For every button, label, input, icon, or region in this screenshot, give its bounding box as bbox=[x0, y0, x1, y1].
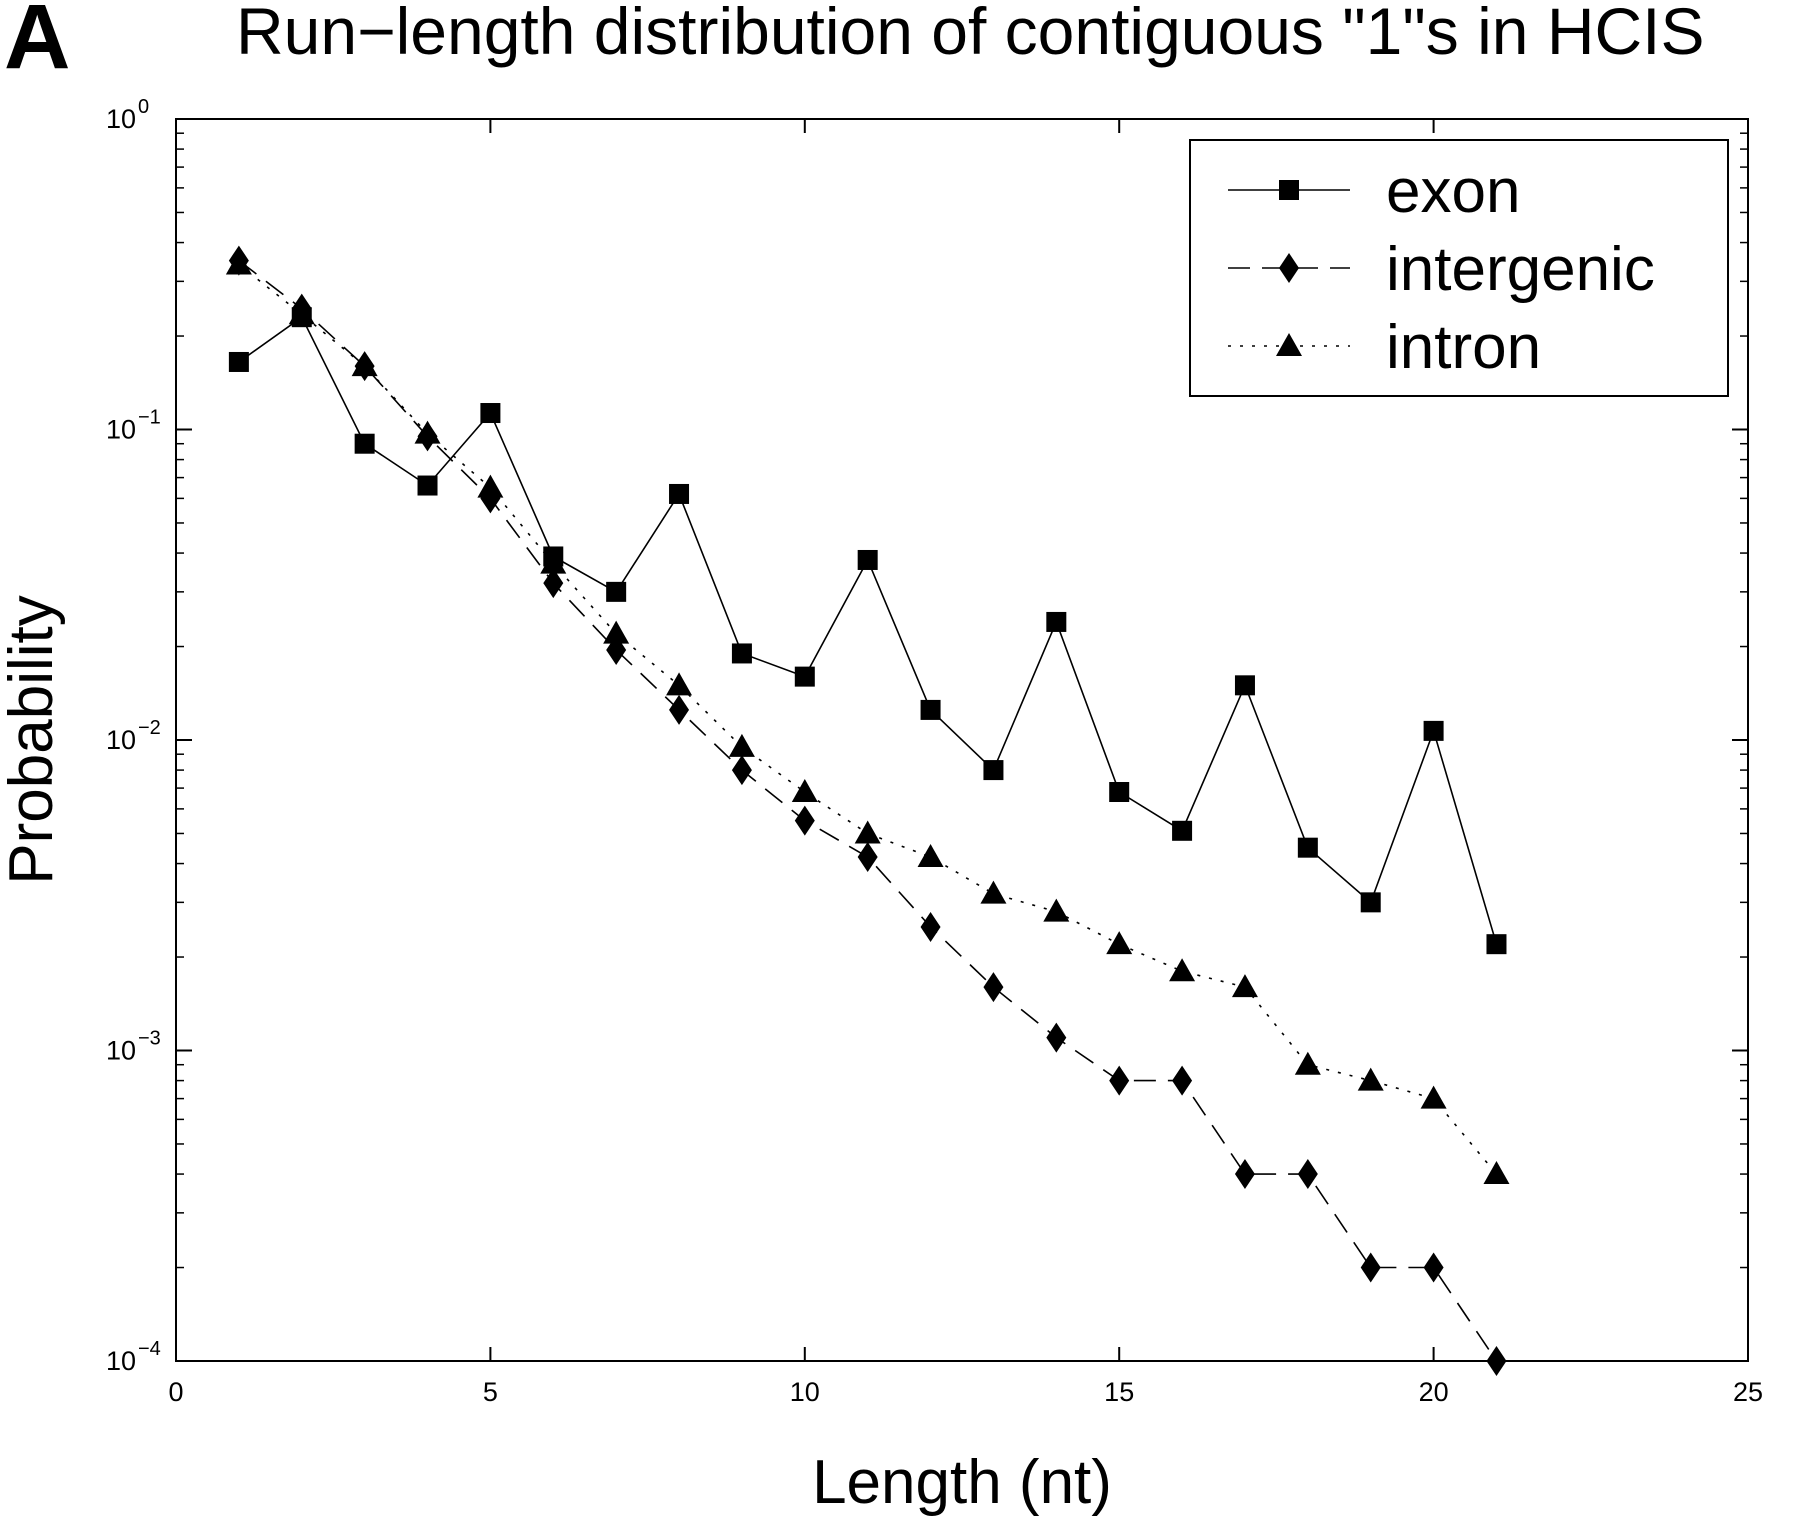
data-point-intron bbox=[1043, 898, 1070, 922]
series-line-intron bbox=[238, 263, 1498, 1175]
data-point-intergenic bbox=[1046, 1022, 1067, 1053]
data-point-exon bbox=[794, 666, 815, 687]
y-tick-exponent: −4 bbox=[138, 1338, 161, 1360]
data-point-exon bbox=[983, 760, 1004, 781]
data-point-intron bbox=[540, 550, 567, 574]
data-point-intron bbox=[980, 880, 1007, 904]
data-point-exon bbox=[228, 351, 249, 372]
data-point-exon bbox=[480, 403, 501, 424]
x-tick-label: 10 bbox=[790, 1377, 820, 1407]
data-point-intergenic bbox=[983, 972, 1004, 1003]
data-point-intron bbox=[1169, 958, 1196, 982]
y-tick-label: 10 bbox=[106, 725, 136, 755]
y-axis-title: Probability bbox=[0, 595, 66, 884]
data-point-exon bbox=[1046, 611, 1067, 632]
data-point-intergenic bbox=[1172, 1065, 1193, 1096]
data-point-intron bbox=[666, 672, 693, 696]
data-point-exon bbox=[1109, 782, 1130, 803]
data-point-intron bbox=[603, 620, 630, 644]
legend-marker-square bbox=[1279, 180, 1299, 200]
x-tick-label: 0 bbox=[168, 1377, 183, 1407]
data-point-intergenic bbox=[1423, 1252, 1444, 1283]
x-axis-title: Length (nt) bbox=[812, 1448, 1112, 1517]
data-point-intron bbox=[1357, 1067, 1384, 1091]
data-point-intergenic bbox=[1297, 1159, 1318, 1190]
data-point-intergenic bbox=[731, 755, 752, 786]
y-tick-label: 10 bbox=[106, 415, 136, 445]
data-point-exon bbox=[417, 475, 438, 496]
x-tick-label: 20 bbox=[1419, 1377, 1449, 1407]
legend-item-exon: exon bbox=[1228, 157, 1520, 226]
y-tick-exponent: −1 bbox=[138, 407, 161, 429]
legend-marker-diamond bbox=[1279, 253, 1299, 283]
data-point-exon bbox=[857, 549, 878, 570]
data-point-intron bbox=[477, 474, 504, 498]
y-tick-exponent: −2 bbox=[138, 717, 161, 739]
legend-label: exon bbox=[1386, 157, 1520, 226]
chart-title: Run−length distribution of contiguous "1… bbox=[236, 0, 1705, 68]
legend: exon intergenic intron bbox=[1189, 139, 1729, 397]
x-tick-label: 15 bbox=[1104, 1377, 1134, 1407]
data-point-intergenic bbox=[1234, 1159, 1255, 1190]
data-point-exon bbox=[1234, 675, 1255, 696]
data-point-exon bbox=[731, 643, 752, 664]
data-point-intron bbox=[1483, 1161, 1510, 1185]
y-tick-exponent: 0 bbox=[138, 96, 149, 118]
data-point-intron bbox=[225, 251, 252, 275]
data-point-intergenic bbox=[794, 805, 815, 836]
series-intergenic bbox=[228, 245, 1507, 1376]
data-point-intron bbox=[1294, 1051, 1321, 1075]
y-tick-label: 10 bbox=[106, 1036, 136, 1066]
data-point-intron bbox=[728, 733, 755, 757]
data-point-intron bbox=[351, 353, 378, 377]
data-point-exon bbox=[1172, 820, 1193, 841]
data-point-exon bbox=[606, 581, 627, 602]
data-point-exon bbox=[1486, 934, 1507, 955]
data-point-intergenic bbox=[857, 841, 878, 872]
data-point-intron bbox=[917, 843, 944, 867]
data-point-intergenic bbox=[1360, 1252, 1381, 1283]
data-point-intron bbox=[414, 420, 441, 444]
data-point-intron bbox=[1106, 931, 1133, 955]
y-tick-exponent: −3 bbox=[138, 1028, 161, 1050]
panel-letter: A bbox=[4, 0, 71, 88]
x-tick-label: 25 bbox=[1733, 1377, 1763, 1407]
x-tick-labels: 0 5 10 15 20 25 bbox=[168, 1377, 1763, 1407]
axis-ticks bbox=[175, 118, 1749, 1362]
data-point-intergenic bbox=[669, 694, 690, 725]
data-point-exon bbox=[1360, 892, 1381, 913]
data-point-exon bbox=[1423, 720, 1444, 741]
data-point-intron bbox=[791, 779, 818, 803]
y-tick-label: 10 bbox=[106, 104, 136, 134]
data-point-intergenic bbox=[920, 911, 941, 942]
legend-label: intergenic bbox=[1386, 235, 1655, 304]
data-point-exon bbox=[920, 699, 941, 720]
legend-item-intergenic: intergenic bbox=[1228, 235, 1655, 304]
data-point-intron bbox=[1420, 1085, 1447, 1109]
legend-item-intron: intron bbox=[1228, 313, 1541, 382]
series-intron bbox=[225, 251, 1510, 1185]
data-point-exon bbox=[1297, 837, 1318, 858]
data-point-exon bbox=[354, 433, 375, 454]
data-point-intron bbox=[1231, 974, 1258, 998]
legend-label: intron bbox=[1386, 313, 1541, 382]
data-point-intergenic bbox=[543, 568, 564, 599]
data-point-intergenic bbox=[1109, 1065, 1130, 1096]
series-exon bbox=[228, 307, 1507, 955]
legend-marker-triangle bbox=[1276, 333, 1302, 356]
data-point-exon bbox=[669, 483, 690, 504]
data-point-intergenic bbox=[1486, 1346, 1507, 1376]
series-layer bbox=[225, 245, 1510, 1376]
data-point-intron bbox=[288, 301, 315, 325]
x-tick-label: 5 bbox=[483, 1377, 498, 1407]
data-point-intron bbox=[854, 820, 881, 844]
y-tick-label: 10 bbox=[106, 1346, 136, 1376]
